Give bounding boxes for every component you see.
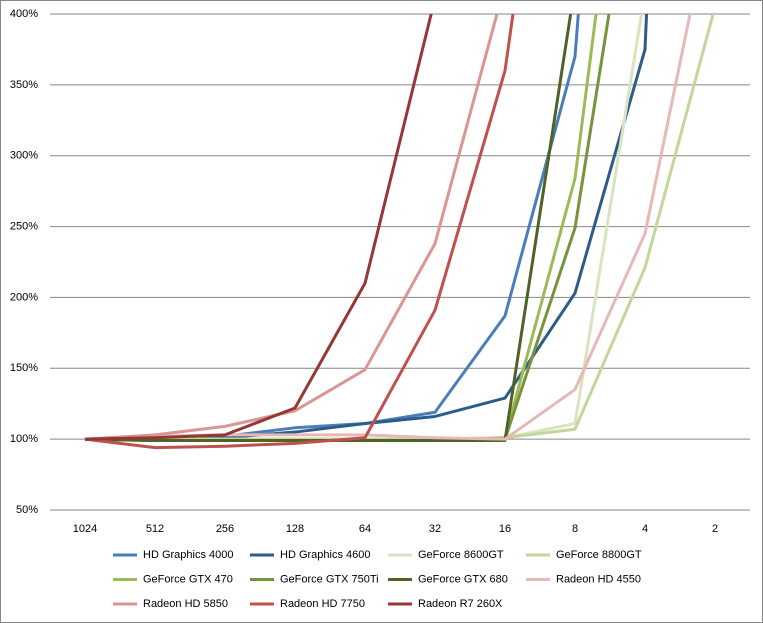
y-tick-label: 50% [16, 504, 38, 516]
x-tick-label: 2 [712, 523, 718, 535]
y-tick-label: 100% [10, 433, 38, 445]
series-line [84, 14, 433, 441]
legend-label: HD Graphics 4600 [280, 549, 371, 561]
series-line [84, 14, 515, 450]
legend-label: GeForce GTX 750Ti [280, 573, 379, 585]
x-tick-label: 4 [642, 523, 648, 535]
x-tick-label: 32 [429, 523, 441, 535]
legend-label: GeForce 8800GT [556, 549, 642, 561]
legend-label: Radeon HD 5850 [143, 598, 228, 610]
legend-label: GeForce GTX 470 [143, 573, 233, 585]
y-tick-label: 350% [10, 79, 38, 91]
x-tick-label: 1024 [73, 523, 97, 535]
y-tick-label: 250% [10, 220, 38, 232]
plot-area [84, 14, 715, 450]
series-line [84, 14, 499, 441]
x-tick-label: 256 [216, 523, 234, 535]
x-tick-label: 512 [146, 523, 164, 535]
legend-label: GeForce 8600GT [418, 549, 504, 561]
legend-label: Radeon HD 7750 [280, 598, 365, 610]
legend-label: Radeon R7 260X [418, 598, 503, 610]
x-tick-label: 128 [286, 523, 304, 535]
y-tick-label: 150% [10, 362, 38, 374]
legend-label: GeForce GTX 680 [418, 573, 508, 585]
legend-label: HD Graphics 4000 [143, 549, 234, 561]
legend-label: Radeon HD 4550 [556, 573, 641, 585]
y-tick-label: 200% [10, 291, 38, 303]
x-tick-label: 16 [499, 523, 511, 535]
y-tick-label: 300% [10, 150, 38, 162]
x-tick-label: 64 [359, 523, 371, 535]
y-tick-label: 400% [10, 8, 38, 20]
x-tick-label: 8 [572, 523, 578, 535]
